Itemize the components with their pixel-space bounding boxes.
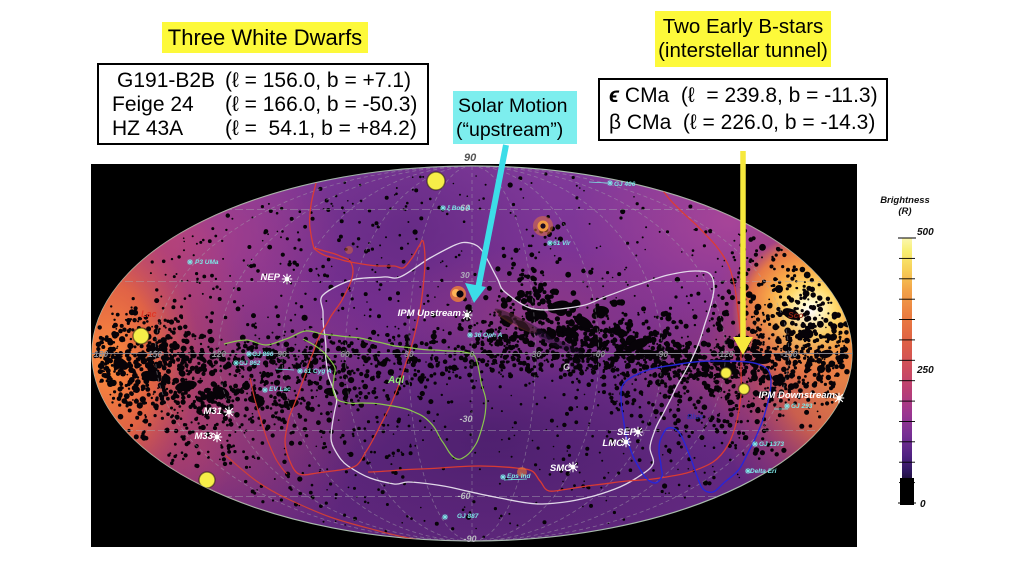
svg-text:Lac: Lac — [141, 309, 157, 319]
svg-text:61 Cyg A: 61 Cyg A — [304, 368, 332, 375]
svg-text:-90: -90 — [463, 534, 476, 544]
svg-text:Eps Ind: Eps Ind — [507, 473, 532, 480]
svg-text:150: 150 — [148, 349, 162, 359]
svg-text:GJ 862: GJ 862 — [239, 360, 261, 367]
svg-text:NEP: NEP — [260, 272, 280, 283]
svg-text:36 Oph A: 36 Oph A — [474, 332, 503, 339]
svg-text:ξ Boo A: ξ Boo A — [447, 205, 471, 212]
svg-text:180: 180 — [94, 349, 108, 359]
svg-text:G: G — [563, 362, 570, 372]
svg-text:-60: -60 — [457, 491, 470, 501]
svg-text:GJ 1373: GJ 1373 — [759, 441, 784, 448]
svg-text:Delta Eri: Delta Eri — [750, 468, 777, 475]
svg-text:0: 0 — [470, 349, 475, 359]
svg-text:120: 120 — [212, 349, 226, 359]
svg-text:-60: -60 — [593, 349, 606, 359]
svg-text:M31: M31 — [204, 406, 222, 417]
svg-text:Blue: Blue — [687, 412, 703, 421]
svg-text:P3 UMa: P3 UMa — [195, 259, 219, 266]
svg-text:-90: -90 — [656, 349, 669, 359]
svg-text:60: 60 — [340, 349, 350, 359]
svg-text:M33: M33 — [195, 431, 214, 442]
svg-text:60: 60 — [460, 203, 470, 213]
svg-text:GJ 866: GJ 866 — [252, 351, 274, 358]
svg-text:GJ 887: GJ 887 — [457, 513, 479, 520]
svg-text:-30: -30 — [529, 349, 542, 359]
svg-text:LMC: LMC — [602, 438, 623, 449]
svg-text:61 Vir: 61 Vir — [553, 240, 571, 247]
svg-text:IPM Upstream: IPM Upstream — [398, 308, 462, 319]
svg-text:IPM Downstream: IPM Downstream — [758, 390, 835, 401]
svg-text:EV Lac: EV Lac — [269, 386, 291, 393]
svg-text:GJ 406: GJ 406 — [614, 181, 636, 188]
svg-text:GJ 293: GJ 293 — [791, 403, 813, 410]
svg-text:Aql: Aql — [387, 375, 404, 386]
svg-text:Sco: Sco — [788, 310, 804, 320]
svg-text:SEP: SEP — [617, 427, 637, 438]
svg-text:-30: -30 — [459, 414, 472, 424]
svg-text:30: 30 — [404, 349, 414, 359]
svg-text:30: 30 — [460, 270, 470, 280]
svg-text:90: 90 — [277, 349, 287, 359]
svg-text:-150: -150 — [780, 349, 797, 359]
svg-text:SMC: SMC — [550, 463, 571, 474]
svg-text:-120: -120 — [716, 349, 733, 359]
